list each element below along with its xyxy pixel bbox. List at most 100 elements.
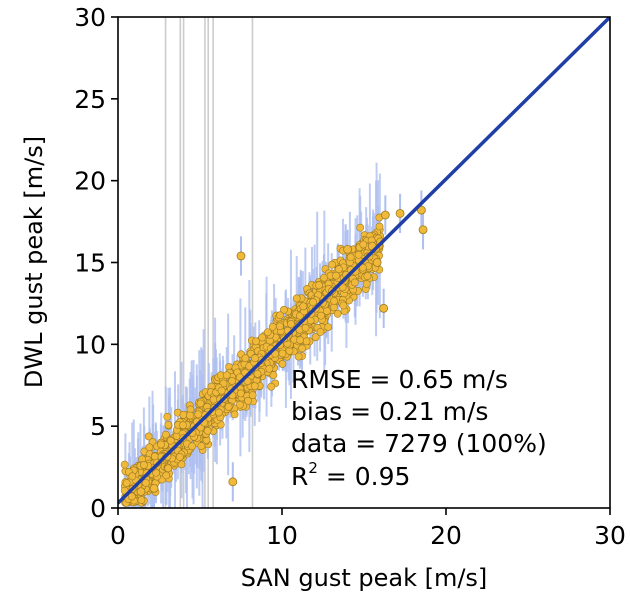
r-squared-text: R2 = 0.95 [291, 459, 410, 491]
x-tick-label: 30 [594, 521, 626, 550]
data-point [222, 371, 231, 380]
y-tick-label: 10 [74, 330, 106, 359]
fit-line-group [118, 17, 610, 505]
data-point [161, 430, 170, 439]
data-point [328, 260, 336, 269]
data-point [164, 464, 173, 473]
data-point [315, 281, 323, 290]
data-point [250, 382, 259, 390]
fit-line [118, 17, 610, 505]
data-point [363, 272, 372, 280]
x-tick-label: 10 [266, 521, 298, 550]
data-point [145, 443, 154, 452]
data-point [339, 301, 348, 310]
data-point [306, 316, 315, 325]
data-point [194, 410, 203, 419]
stats-annotation: RMSE = 0.65 m/s bias = 0.21 m/s data = 7… [291, 365, 547, 491]
data-point [186, 411, 194, 420]
data-point [296, 336, 305, 344]
data-point [350, 278, 359, 287]
r-squared-base: R [291, 462, 308, 491]
data-point [141, 478, 150, 487]
data-point [332, 271, 340, 280]
data-point [316, 328, 325, 336]
data-point [276, 311, 284, 320]
data-point [248, 391, 257, 400]
data-point [311, 333, 320, 342]
y-tick-label: 0 [90, 494, 106, 523]
data-point [267, 382, 276, 391]
data-point [416, 205, 426, 215]
data-point [163, 412, 172, 421]
bias-text: bias = 0.21 m/s [291, 397, 488, 426]
data-point [280, 305, 288, 314]
x-tick-label: 20 [430, 521, 462, 550]
data-point [292, 294, 301, 303]
x-axis-label: SAN gust peak [m/s] [241, 564, 488, 592]
data-point [317, 311, 325, 320]
data-point [162, 471, 171, 480]
y-tick-label: 15 [74, 249, 106, 278]
data-point [302, 337, 311, 346]
data-point [275, 322, 284, 331]
data-point [359, 240, 368, 249]
data-point [372, 258, 382, 267]
data-point [252, 337, 260, 346]
data-point [278, 349, 287, 358]
data-point [196, 399, 205, 408]
data-point [122, 479, 131, 487]
data-point [120, 460, 129, 469]
data-point [343, 245, 353, 254]
data-point [358, 263, 367, 272]
data-point [217, 386, 226, 395]
y-tick-label: 30 [74, 3, 106, 32]
outlier-vertical-lines [164, 17, 254, 508]
data-point [228, 377, 236, 385]
data-point [214, 408, 223, 417]
data-point [356, 223, 365, 232]
data-point [164, 420, 173, 429]
data-point [330, 297, 338, 305]
data-point [354, 250, 363, 259]
data-point [253, 369, 262, 378]
data-point [177, 460, 186, 469]
y-axis-label: DWL gust peak [m/s] [20, 136, 48, 388]
data-point [228, 477, 238, 487]
data-point [320, 273, 328, 282]
data-point [278, 360, 287, 368]
data-point [379, 303, 389, 313]
data-point [287, 320, 295, 328]
y-tick-label: 25 [74, 85, 106, 114]
data-point [157, 440, 165, 449]
y-tick-label: 5 [90, 412, 106, 441]
data-point [175, 452, 184, 461]
data-point [309, 298, 317, 307]
data-point [395, 208, 405, 218]
data-point [203, 426, 212, 435]
data-point [265, 364, 274, 373]
data-point [251, 354, 259, 363]
data-point [139, 461, 148, 469]
data-point [418, 225, 428, 235]
rmse-text: RMSE = 0.65 m/s [291, 365, 508, 394]
r-squared-value: = 0.95 [318, 462, 411, 491]
data-point [179, 410, 188, 419]
y-axis-ticks: 0 5 10 15 20 25 30 [74, 3, 118, 523]
data-point [137, 496, 146, 504]
data-point [179, 421, 187, 430]
data-point [152, 468, 160, 477]
data-point [324, 323, 333, 331]
data-point [346, 253, 355, 262]
data-point [244, 396, 252, 405]
data-point [299, 302, 308, 311]
data-point [209, 395, 218, 404]
data-point [375, 222, 384, 231]
data-point [338, 283, 347, 292]
data-point [333, 309, 342, 318]
y-tick-label: 20 [74, 167, 106, 196]
data-point [298, 344, 306, 353]
data-point [301, 323, 310, 332]
data-point [380, 210, 390, 220]
data-point [136, 487, 146, 497]
